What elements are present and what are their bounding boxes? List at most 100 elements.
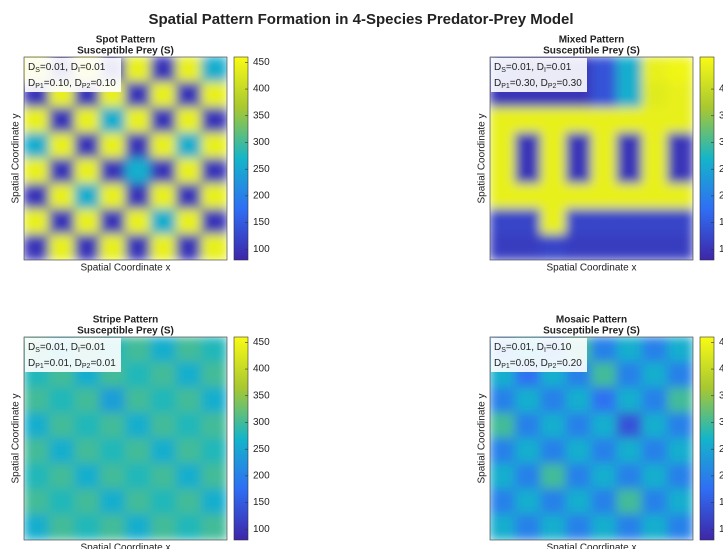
colorbar-tick-label: 400 <box>719 84 723 95</box>
cell <box>48 463 76 490</box>
cell <box>641 183 669 210</box>
x-axis-label: Spatial Coordinate x <box>80 543 170 549</box>
cell <box>591 387 618 414</box>
cell <box>616 57 643 83</box>
cell <box>99 387 126 414</box>
cell <box>175 488 203 516</box>
cell <box>641 488 669 516</box>
cell <box>565 107 592 134</box>
annotation: DP1=0.30, DP2=0.30 <box>494 78 582 91</box>
cell <box>175 107 203 134</box>
cell <box>565 412 592 439</box>
annotation: DS=0.01, DI=0.10 <box>494 342 572 355</box>
cell <box>667 234 693 260</box>
cell <box>591 337 618 363</box>
colorbar-tick-label: 450 <box>253 57 270 68</box>
cell <box>175 183 203 210</box>
annotation: DP1=0.10, DP2=0.10 <box>28 78 116 91</box>
cell <box>125 183 152 210</box>
panel-subtitle: Susceptible Prey (S) <box>543 326 640 337</box>
colorbar-tick-label: 200 <box>719 191 723 202</box>
colorbar-tick-label: 300 <box>253 417 270 428</box>
cell <box>616 337 643 363</box>
cell <box>201 107 227 134</box>
cell <box>150 208 177 236</box>
annotation-box <box>25 338 121 372</box>
cell <box>641 81 669 109</box>
cell <box>490 158 516 185</box>
cell <box>616 107 643 134</box>
cell <box>24 412 50 439</box>
cell <box>201 81 227 109</box>
cell <box>175 361 203 389</box>
cell <box>125 107 152 134</box>
cell <box>74 387 101 414</box>
cell <box>641 387 669 414</box>
annotation-text: =0.20 <box>556 358 582 369</box>
colorbar-tick-label: 150 <box>253 497 270 508</box>
cell <box>667 514 693 540</box>
cell <box>490 183 516 210</box>
colorbar-tick-label: 200 <box>253 471 270 482</box>
cell <box>99 107 126 134</box>
cell <box>616 488 643 516</box>
cell <box>616 234 643 260</box>
cell <box>591 361 618 389</box>
annotation-text: =0.01, D <box>506 342 544 353</box>
cell <box>175 132 203 159</box>
annotation-text: =0.01 <box>80 342 106 353</box>
cell <box>616 208 643 236</box>
annotation-text: D <box>494 358 501 369</box>
annotation: DP1=0.05, DP2=0.20 <box>494 358 582 371</box>
cell <box>616 514 643 540</box>
cell <box>150 183 177 210</box>
colorbar-tick-label: 100 <box>719 524 723 535</box>
cell <box>667 463 693 490</box>
cell <box>24 438 50 465</box>
cell <box>667 132 693 159</box>
heatmap-cells <box>24 57 227 260</box>
cell <box>201 463 227 490</box>
cell <box>24 463 50 490</box>
annotation-text: =0.10 <box>90 78 116 89</box>
colorbar-tick-label: 300 <box>719 417 723 428</box>
cell <box>565 132 592 159</box>
cell <box>99 234 126 260</box>
subscript: P2 <box>548 363 557 370</box>
cell <box>201 514 227 540</box>
colorbar-tick-label: 350 <box>253 390 270 401</box>
cell <box>99 183 126 210</box>
annotation-box <box>491 58 587 92</box>
cell <box>565 208 592 236</box>
frame <box>489 336 694 541</box>
cell <box>591 463 618 490</box>
cell <box>565 183 592 210</box>
cell <box>48 438 76 465</box>
cell <box>667 412 693 439</box>
cell <box>565 438 592 465</box>
cell <box>150 158 177 185</box>
cell <box>616 183 643 210</box>
cell <box>540 438 567 465</box>
cell <box>540 488 567 516</box>
cell <box>48 488 76 516</box>
cell <box>175 234 203 260</box>
cell <box>74 412 101 439</box>
cell <box>24 488 50 516</box>
cell <box>201 361 227 389</box>
cell <box>591 183 618 210</box>
cell <box>514 463 542 490</box>
colorbar-tick-label: 250 <box>253 164 270 175</box>
cell <box>616 132 643 159</box>
subscript: P1 <box>35 83 44 90</box>
cell <box>514 387 542 414</box>
annotation-text: =0.01, D <box>506 62 544 73</box>
cell <box>540 208 567 236</box>
colorbar-tick-label: 200 <box>719 471 723 482</box>
cell <box>24 208 50 236</box>
cell <box>24 132 50 159</box>
cell <box>514 438 542 465</box>
cell <box>490 107 516 134</box>
colorbar <box>233 336 249 541</box>
cell <box>616 438 643 465</box>
